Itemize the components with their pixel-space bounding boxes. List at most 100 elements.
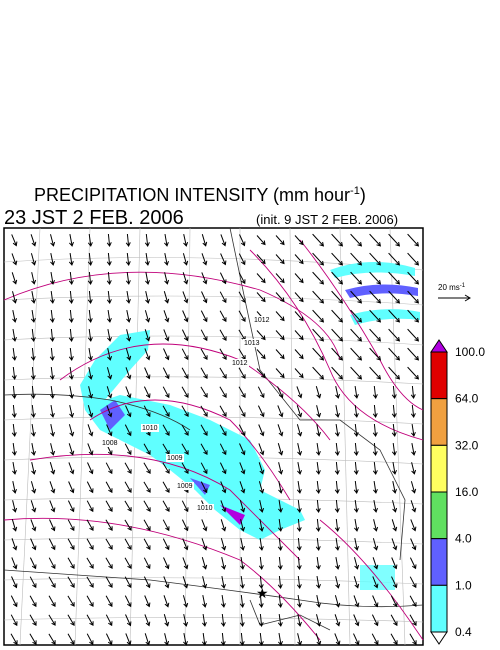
wind-arrow: [238, 253, 246, 266]
wind-arrow: [221, 576, 226, 589]
wind-arrow: [50, 253, 55, 266]
wind-arrow: [239, 234, 246, 247]
wind-arrow: [392, 500, 398, 513]
wind-arrow: [143, 386, 151, 399]
contour-label-bg: [196, 504, 214, 512]
wind-arrow: [373, 500, 378, 513]
wind-arrow: [143, 538, 151, 551]
wind-arrow: [105, 500, 113, 513]
wind-arrow: [87, 443, 94, 456]
wind-arrow: [372, 461, 378, 475]
colorbar-segment: [430, 398, 448, 446]
wind-scale-arrow: [438, 294, 471, 302]
wind-arrow: [181, 462, 189, 475]
wind-arrow: [163, 614, 170, 627]
wind-arrow: [125, 348, 132, 361]
wind-arrow: [220, 500, 227, 513]
wind-arrow: [372, 595, 379, 608]
wind-arrow: [256, 235, 266, 246]
wind-arrow: [335, 557, 340, 570]
wind-arrow: [201, 519, 208, 532]
wind-arrow: [278, 462, 284, 475]
wind-arrow: [124, 500, 132, 512]
wind-arrow: [239, 576, 245, 589]
wind-arrow: [49, 328, 55, 342]
wind-arrow: [201, 291, 208, 304]
wind-arrow: [316, 443, 321, 456]
wind-arrow: [238, 405, 246, 418]
wind-arrow: [410, 385, 416, 399]
wind-arrow: [312, 309, 325, 323]
wind-arrow: [277, 537, 283, 551]
wind-arrow: [201, 633, 207, 646]
contour-label: 1009: [177, 483, 193, 490]
wind-arrow: [277, 614, 283, 627]
wind-arrow: [105, 614, 113, 627]
wind-arrow: [316, 595, 321, 608]
wind-arrow: [219, 348, 227, 361]
wind-arrow: [219, 329, 227, 342]
wind-arrow: [220, 519, 227, 532]
wind-arrow: [275, 254, 285, 265]
wind-arrow: [144, 310, 151, 323]
wind-arrow: [388, 233, 401, 247]
colorbar-label: 0.4: [455, 625, 472, 639]
wind-arrow: [86, 557, 94, 569]
wind-arrow: [88, 367, 93, 380]
wind-arrow: [202, 614, 207, 627]
wind-arrow: [11, 519, 18, 532]
wind-arrow: [257, 386, 265, 399]
wind-arrow: [315, 537, 321, 551]
wind-arrow: [12, 462, 17, 475]
wind-arrow: [297, 614, 302, 627]
wind-arrow: [388, 271, 401, 285]
wind-arrow: [12, 291, 18, 304]
colorbar-label: 4.0: [455, 532, 472, 546]
wind-arrow: [334, 442, 340, 456]
wind-arrow: [238, 272, 246, 285]
wind-arrow: [239, 481, 246, 494]
wind-arrow: [181, 367, 189, 380]
wind-arrow: [353, 595, 360, 608]
wind-arrow: [67, 557, 75, 570]
wind-arrow: [124, 424, 132, 437]
wind-arrow: [275, 273, 285, 284]
wind-arrow: [182, 253, 189, 266]
wind-arrow: [86, 481, 94, 494]
wind-arrow: [258, 575, 264, 589]
wind-arrow: [106, 386, 113, 399]
wind-arrow: [275, 330, 285, 341]
colorbar-label: 64.0: [455, 392, 479, 406]
wind-arrow: [200, 348, 208, 361]
wind-arrow: [316, 614, 322, 627]
wind-arrow: [238, 310, 246, 323]
wind-arrow: [331, 252, 344, 266]
wind-arrow: [369, 347, 382, 361]
wind-arrow: [334, 461, 340, 475]
wind-arrow: [164, 253, 169, 266]
wind-arrow: [220, 613, 226, 627]
wind-arrow: [331, 328, 344, 342]
wind-arrow: [335, 405, 340, 418]
wind-arrow: [144, 614, 151, 627]
wind-arrow: [239, 613, 245, 627]
wind-arrow: [67, 519, 75, 532]
wind-arrow: [259, 519, 264, 532]
wind-arrow: [312, 366, 325, 380]
wind-arrow: [294, 311, 304, 322]
wind-arrow: [88, 386, 94, 399]
wind-arrow: [239, 443, 246, 456]
wind-arrow: [371, 633, 379, 646]
wind-arrow: [409, 595, 417, 608]
wind-arrow: [68, 347, 74, 361]
wind-arrow: [50, 443, 56, 456]
wind-arrow: [277, 575, 283, 589]
wind-arrow: [297, 462, 302, 475]
wind-arrow: [334, 633, 341, 646]
wind-arrow: [391, 385, 397, 399]
wind-arrow: [258, 462, 265, 475]
wind-arrow: [162, 462, 170, 474]
wind-arrow: [87, 290, 93, 304]
wind-arrow: [67, 633, 75, 646]
wind-arrow: [106, 252, 112, 266]
